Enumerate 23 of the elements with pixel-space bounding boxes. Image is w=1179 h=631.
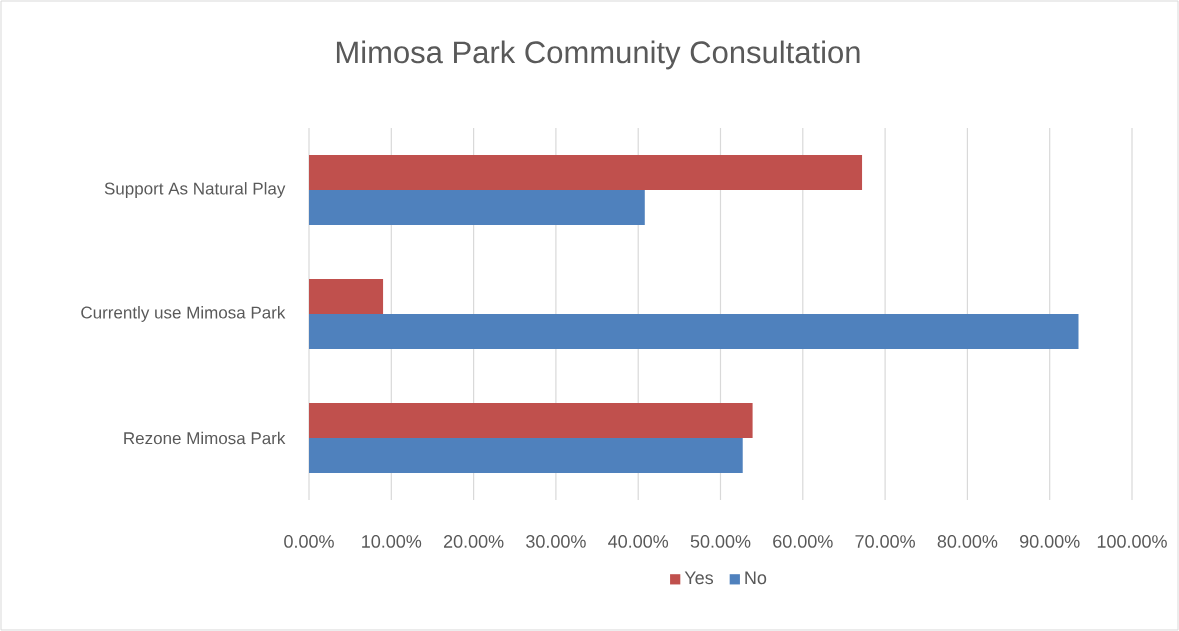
y-tick-label: Rezone Mimosa Park (124, 431, 286, 445)
x-tick-label: 60.00% (773, 535, 833, 548)
x-tick-label: 90.00% (1020, 535, 1080, 548)
x-tick-label: 80.00% (937, 535, 998, 548)
x-tick-label: 0.00% (284, 535, 334, 548)
bar (309, 189, 645, 225)
y-tick-label: Support As Natural Play (104, 182, 286, 198)
bar (309, 402, 753, 438)
legend-label: No (745, 571, 767, 585)
y-tick-label: Currently use Mimosa Park (81, 306, 286, 322)
bar (309, 155, 863, 190)
chart-title: Mimosa Park Community Consultation (336, 40, 860, 70)
legend-label: Yes (684, 571, 714, 585)
x-tick-label: 30.00% (526, 535, 586, 548)
bar (309, 313, 1079, 349)
x-tick-label: 50.00% (690, 535, 751, 548)
bar (309, 437, 743, 473)
x-tick-label: 10.00% (362, 535, 422, 548)
x-tick-label: 40.00% (608, 535, 669, 548)
x-tick-label: 20.00% (443, 535, 504, 548)
x-tick-label: 100.00% (1097, 535, 1167, 548)
x-tick-label: 70.00% (855, 535, 915, 548)
bar (309, 279, 384, 314)
